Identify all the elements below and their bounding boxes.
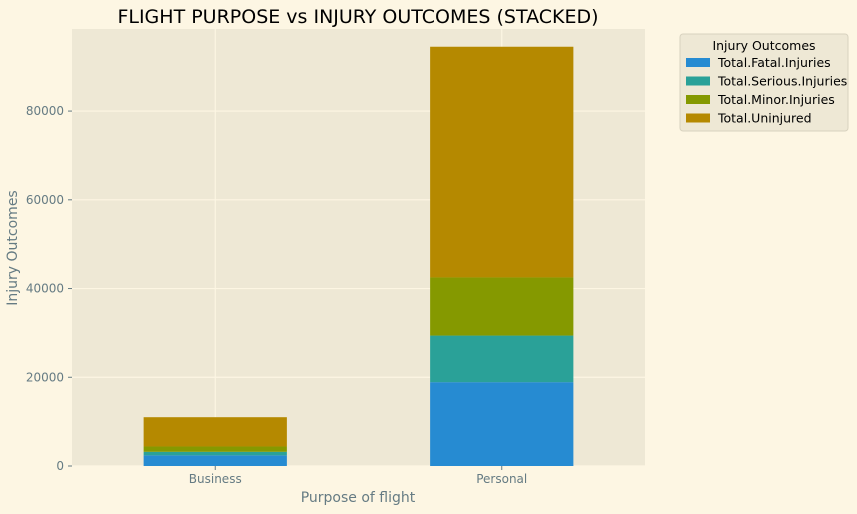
y-axis-label: Injury Outcomes (5, 190, 21, 305)
legend-swatch (686, 113, 710, 123)
x-tick-label: Personal (476, 472, 527, 486)
legend: Injury Outcomes Total.Fatal.InjuriesTota… (679, 33, 849, 132)
bar-segment-total-serious-injuries-personal (430, 335, 574, 383)
legend-swatch (686, 58, 710, 67)
bar-segment-total-fatal-injuries-personal (430, 382, 574, 466)
y-tick-label: 80000 (26, 104, 64, 118)
y-tick-label: 0 (56, 459, 64, 473)
bar-segment-total-uninjured-business (143, 417, 287, 447)
legend-entry: Total.Serious.Injuries (717, 74, 847, 89)
legend-entry: Total.Uninjured (717, 111, 812, 126)
x-axis-label: Purpose of flight (301, 490, 416, 506)
legend-entry: Total.Fatal.Injuries (717, 55, 831, 70)
y-tick-label: 20000 (26, 370, 64, 384)
y-axis-ticks: 0 20000 40000 60000 80000 (26, 104, 72, 473)
x-axis-ticks: Business Personal (189, 466, 527, 486)
legend-swatch (686, 76, 710, 86)
bar-segment-total-minor-injuries-business (143, 446, 287, 452)
legend-swatch (686, 95, 710, 104)
legend-title: Injury Outcomes (712, 38, 815, 53)
bar-segment-total-uninjured-personal (430, 46, 574, 278)
y-tick-label: 40000 (26, 282, 64, 296)
bars (143, 46, 574, 466)
legend-box (679, 33, 849, 132)
y-tick-label: 60000 (26, 193, 64, 207)
bar-segment-total-serious-injuries-business (143, 451, 287, 456)
chart-title: FLIGHT PURPOSE vs INJURY OUTCOMES (STACK… (117, 6, 598, 28)
x-tick-label: Business (189, 472, 242, 486)
legend-entry: Total.Minor.Injuries (717, 92, 835, 107)
bar-segment-total-minor-injuries-personal (430, 277, 574, 336)
bar-segment-total-fatal-injuries-business (143, 455, 287, 466)
legend-items: Total.Fatal.Injuries Total.Serious.Injuri… (686, 55, 847, 126)
